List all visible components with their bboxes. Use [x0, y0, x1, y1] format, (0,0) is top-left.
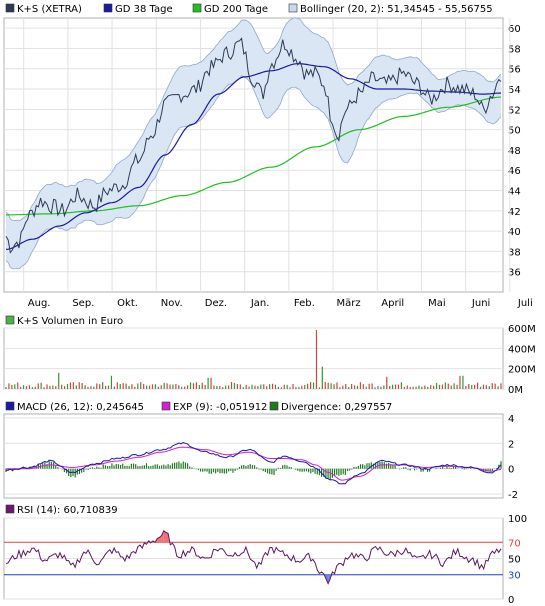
legend-swatch — [288, 3, 298, 13]
legend-swatch — [192, 3, 202, 13]
month-label: Feb. — [294, 298, 315, 309]
month-label: März — [336, 298, 360, 309]
legend-swatch — [5, 401, 15, 411]
legend-label: Divergence: 0,297557 — [281, 402, 392, 413]
price-y-tick: 52 — [508, 105, 521, 116]
bollinger-upper-line — [5, 17, 502, 222]
gd200-line — [6, 96, 501, 216]
month-label: April — [381, 298, 404, 309]
macd-y-tick: 2 — [508, 439, 514, 450]
legend-label: K+S (XETRA) — [17, 4, 82, 15]
bollinger-lower-line — [5, 75, 502, 270]
month-label: Juni — [471, 298, 490, 309]
rsi-overbought-fill — [161, 530, 164, 543]
legend-label: GD 200 Tage — [204, 4, 268, 15]
volume-y-tick: 200M — [508, 365, 536, 376]
macd-y-tick: -2 — [508, 490, 518, 501]
legend-swatch — [5, 504, 15, 514]
month-label: Dez. — [205, 298, 227, 309]
legend-swatch — [161, 401, 171, 411]
price-y-tick: 40 — [508, 227, 521, 238]
month-label: Okt. — [117, 298, 138, 309]
rsi-y-tick: 70 — [508, 538, 521, 549]
rsi-y-tick: 100 — [508, 514, 527, 525]
rsi-overbought-fill — [163, 530, 166, 543]
legend-swatch — [5, 3, 15, 13]
rsi-overbought-fill — [165, 532, 169, 543]
month-label: Mai — [428, 298, 446, 309]
legend-label: K+S Volumen in Euro — [17, 316, 123, 327]
price-y-tick: 60 — [508, 24, 521, 35]
legend-label: Bollinger (20, 2): 51,34545 - 55,56755 — [300, 4, 493, 15]
month-label: Nov. — [161, 298, 183, 309]
month-label: Sep. — [72, 298, 94, 309]
price-y-tick: 44 — [508, 187, 521, 198]
rsi-y-tick: 0 — [508, 595, 514, 606]
price-y-tick: 50 — [508, 126, 521, 137]
rsi-line — [5, 530, 502, 585]
price-y-tick: 46 — [508, 166, 521, 177]
price-line — [5, 37, 502, 254]
price-y-tick: 38 — [508, 247, 521, 258]
price-y-tick: 56 — [508, 65, 521, 76]
rsi-y-tick: 30 — [508, 571, 521, 582]
macd-panel-frame — [3, 413, 504, 499]
month-label: Juli — [517, 298, 533, 309]
macd-line — [5, 442, 502, 485]
legend-label: EXP (9): -0,051912 — [173, 402, 267, 413]
price-y-tick: 42 — [508, 207, 521, 218]
price-y-tick: 54 — [508, 85, 521, 96]
macd-y-tick: 0 — [508, 465, 514, 476]
month-label: Jan. — [250, 298, 270, 309]
gd38-line — [5, 63, 501, 250]
legend-swatch — [103, 3, 113, 13]
volume-y-tick: 600M — [508, 324, 536, 335]
price-y-tick: 36 — [508, 268, 521, 279]
price-y-tick: 48 — [508, 146, 521, 157]
legend-swatch — [5, 315, 15, 325]
volume-y-tick: 400M — [508, 344, 536, 355]
legend-swatch — [269, 401, 279, 411]
month-label: Aug. — [28, 298, 51, 309]
volume-panel-frame — [3, 327, 504, 390]
volume-y-tick: 0M — [508, 385, 523, 396]
rsi-y-tick: 50 — [508, 555, 521, 566]
macd-y-tick: 4 — [508, 414, 514, 425]
legend-label: MACD (26, 12): 0,245645 — [17, 402, 144, 413]
price-y-tick: 58 — [508, 44, 521, 55]
legend-label: RSI (14): 60,710839 — [17, 505, 118, 516]
legend-label: GD 38 Tage — [115, 4, 173, 15]
